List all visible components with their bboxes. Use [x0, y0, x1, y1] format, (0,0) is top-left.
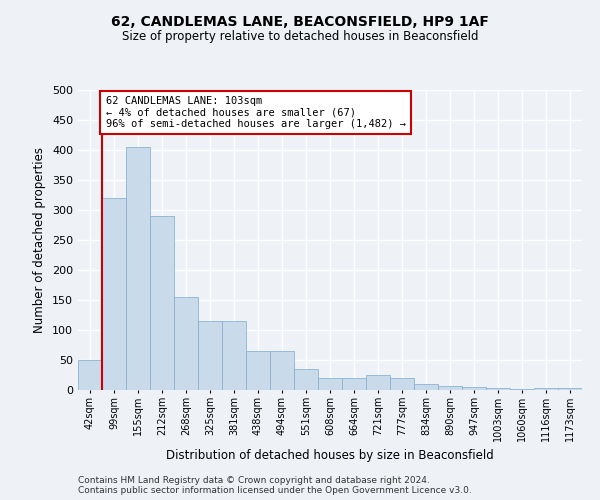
Bar [390, 378, 414, 390]
Bar [198, 321, 222, 390]
Bar [414, 384, 438, 390]
Bar [174, 297, 198, 390]
Bar [486, 388, 510, 390]
Bar [342, 378, 366, 390]
Text: Contains HM Land Registry data © Crown copyright and database right 2024.: Contains HM Land Registry data © Crown c… [78, 476, 430, 485]
Bar [78, 360, 102, 390]
Bar [294, 369, 318, 390]
Bar [102, 198, 126, 390]
Bar [534, 388, 558, 390]
Bar [558, 388, 582, 390]
Bar [366, 375, 390, 390]
Text: Contains public sector information licensed under the Open Government Licence v3: Contains public sector information licen… [78, 486, 472, 495]
Y-axis label: Number of detached properties: Number of detached properties [34, 147, 46, 333]
Text: 62, CANDLEMAS LANE, BEACONSFIELD, HP9 1AF: 62, CANDLEMAS LANE, BEACONSFIELD, HP9 1A… [111, 15, 489, 29]
Bar [150, 216, 174, 390]
Bar [438, 386, 462, 390]
Text: Size of property relative to detached houses in Beaconsfield: Size of property relative to detached ho… [122, 30, 478, 43]
Bar [462, 387, 486, 390]
Bar [246, 351, 270, 390]
Bar [510, 389, 534, 390]
Bar [126, 147, 150, 390]
Bar [318, 378, 342, 390]
Text: 62 CANDLEMAS LANE: 103sqm
← 4% of detached houses are smaller (67)
96% of semi-d: 62 CANDLEMAS LANE: 103sqm ← 4% of detach… [106, 96, 406, 129]
X-axis label: Distribution of detached houses by size in Beaconsfield: Distribution of detached houses by size … [166, 450, 494, 462]
Bar [270, 351, 294, 390]
Bar [222, 321, 246, 390]
